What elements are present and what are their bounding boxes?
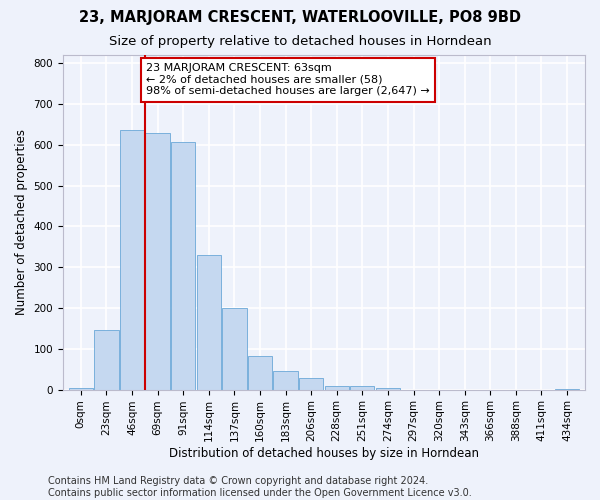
Y-axis label: Number of detached properties: Number of detached properties xyxy=(15,130,28,316)
Bar xyxy=(555,389,579,390)
Bar xyxy=(145,132,170,390)
Bar xyxy=(197,255,221,390)
Bar xyxy=(68,388,93,390)
Text: Contains HM Land Registry data © Crown copyright and database right 2024.
Contai: Contains HM Land Registry data © Crown c… xyxy=(48,476,472,498)
X-axis label: Distribution of detached houses by size in Horndean: Distribution of detached houses by size … xyxy=(169,447,479,460)
Text: 23, MARJORAM CRESCENT, WATERLOOVILLE, PO8 9BD: 23, MARJORAM CRESCENT, WATERLOOVILLE, PO… xyxy=(79,10,521,25)
Text: 23 MARJORAM CRESCENT: 63sqm
← 2% of detached houses are smaller (58)
98% of semi: 23 MARJORAM CRESCENT: 63sqm ← 2% of deta… xyxy=(146,63,430,96)
Bar xyxy=(248,356,272,390)
Bar xyxy=(376,388,400,390)
Bar xyxy=(274,371,298,390)
Bar xyxy=(299,378,323,390)
Bar xyxy=(325,386,349,390)
Bar xyxy=(350,386,374,390)
Bar xyxy=(222,308,247,390)
Text: Size of property relative to detached houses in Horndean: Size of property relative to detached ho… xyxy=(109,35,491,48)
Bar xyxy=(94,330,119,390)
Bar xyxy=(171,142,196,390)
Bar xyxy=(120,130,144,390)
